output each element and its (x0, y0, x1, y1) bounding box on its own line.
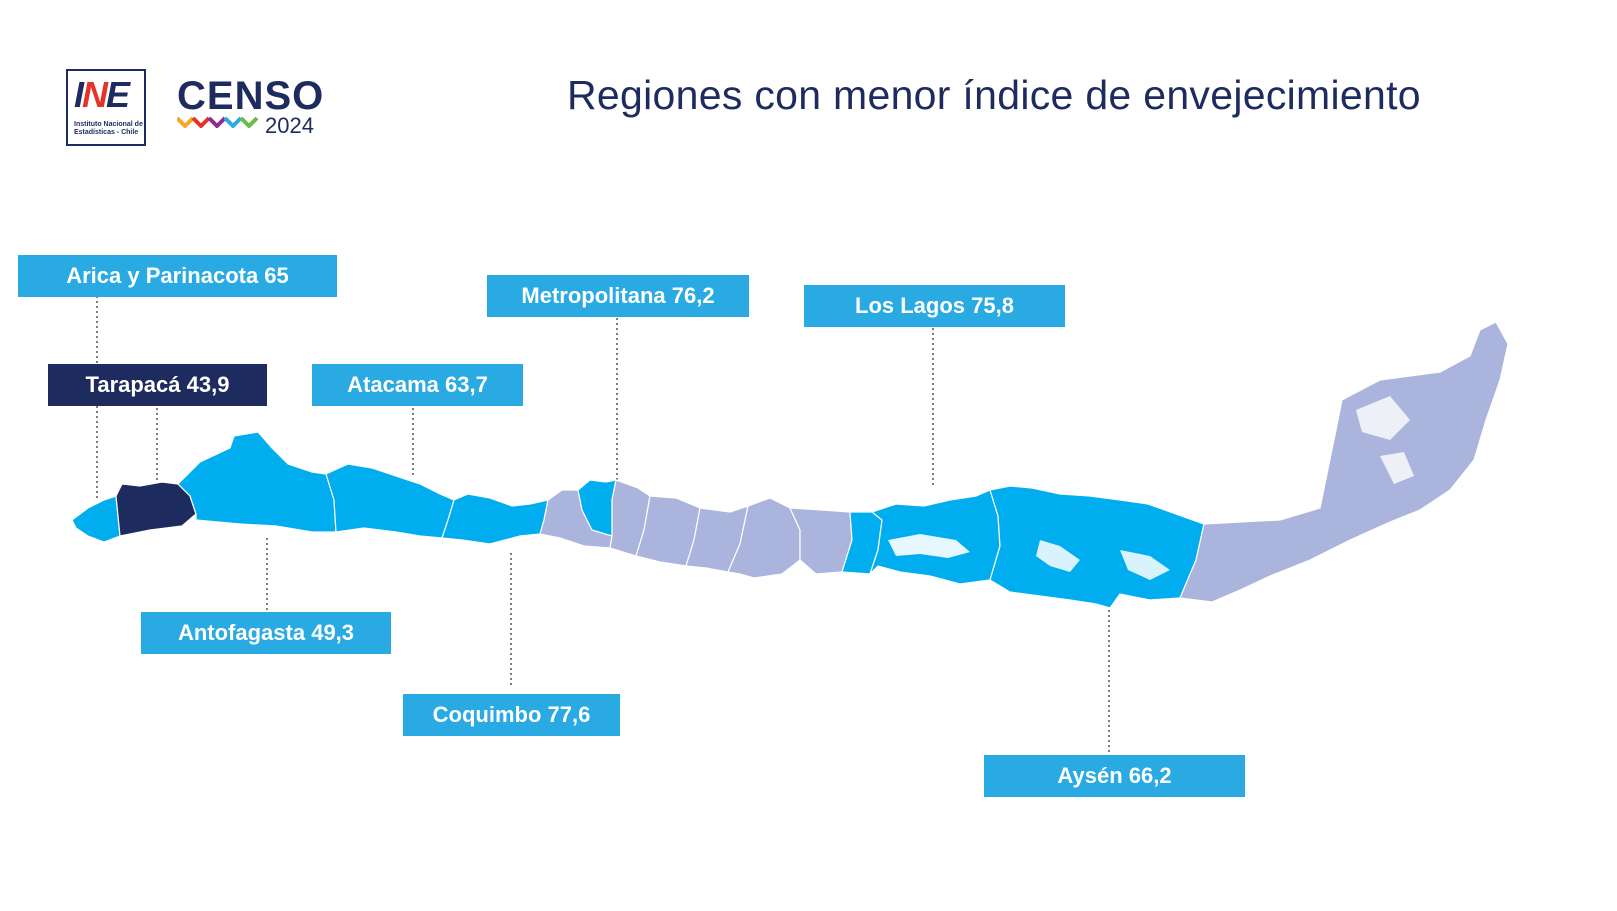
censo-logo-year: 2024 (265, 113, 314, 138)
label-aysen: Aysén 66,2 (984, 755, 1245, 797)
region-los-lagos-islands (888, 534, 970, 558)
region-biobio (727, 497, 801, 579)
label-metropolitana: Metropolitana 76,2 (487, 275, 749, 317)
region-aysen-fjords (1036, 540, 1170, 580)
region-antofagasta (177, 431, 337, 533)
ine-logo-mark: INE (74, 74, 130, 115)
ine-logo: INE Instituto Nacional de Estadísticas -… (66, 69, 146, 146)
censo-logo: CENSO 2024 (177, 76, 327, 146)
label-arica: Arica y Parinacota 65 (18, 255, 337, 297)
label-atacama: Atacama 63,7 (312, 364, 523, 406)
label-antofagasta: Antofagasta 49,3 (141, 612, 391, 654)
region-coquimbo (441, 493, 549, 545)
ine-logo-subtitle: Instituto Nacional de Estadísticas - Chi… (74, 121, 143, 136)
region-magallanes-water (1356, 396, 1414, 484)
label-tarapaca: Tarapacá 43,9 (48, 364, 267, 406)
region-magallanes (1179, 321, 1509, 603)
region-arica (71, 495, 121, 543)
region-atacama (325, 463, 455, 539)
page-title: Regiones con menor índice de envejecimie… (567, 72, 1421, 118)
censo-wave-icon (177, 116, 259, 128)
censo-logo-word: CENSO (177, 74, 325, 118)
region-aysen (989, 485, 1205, 609)
label-coquimbo: Coquimbo 77,6 (403, 694, 620, 736)
label-los-lagos: Los Lagos 75,8 (804, 285, 1065, 327)
